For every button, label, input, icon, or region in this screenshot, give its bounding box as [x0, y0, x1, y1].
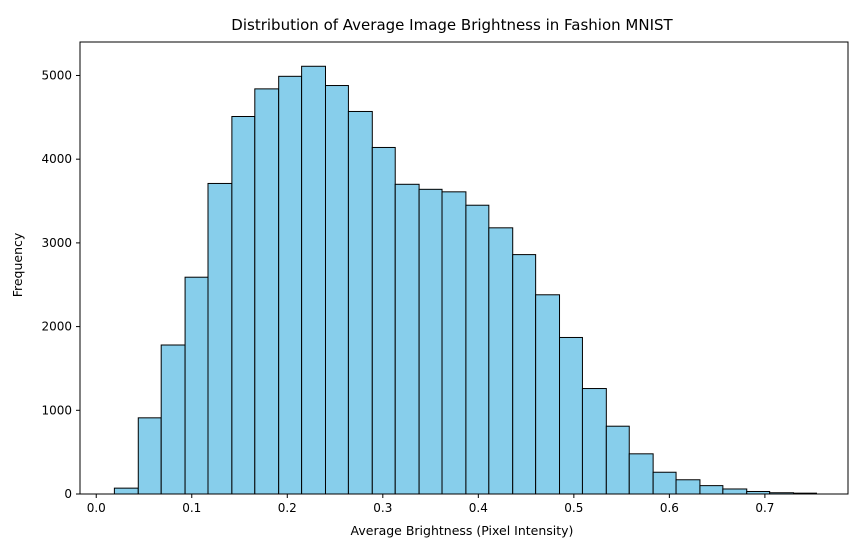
y-tick-label: 3000 — [41, 236, 72, 250]
histogram-bar-9 — [324, 85, 349, 495]
histogram-bar-2 — [160, 344, 186, 495]
x-tick-label: 0.7 — [755, 501, 774, 515]
x-tick-label: 0.0 — [87, 501, 106, 515]
x-tick-label: 0.3 — [373, 501, 392, 515]
histogram-bar-23 — [652, 471, 677, 495]
histogram-bar-1 — [137, 417, 162, 495]
y-tick-label: 5000 — [41, 68, 72, 82]
histogram-bar-3 — [184, 276, 209, 495]
y-axis-ticks: 0 1000 2000 3000 4000 5000 — [41, 68, 80, 501]
histogram-bar-24 — [675, 479, 701, 495]
histogram-bar-10 — [347, 110, 373, 495]
plot-frame — [79, 41, 849, 495]
histogram-bar-7 — [278, 75, 303, 495]
y-tick-label: 2000 — [41, 320, 72, 334]
histogram-bar-8 — [301, 65, 326, 495]
histogram-bar-6 — [254, 88, 280, 495]
histogram-bar-17 — [512, 254, 537, 495]
histogram-bar-26 — [722, 488, 748, 495]
x-tick-label: 0.4 — [469, 501, 488, 515]
histogram-bar-12 — [394, 183, 420, 495]
x-axis-ticks: 0.0 0.1 0.2 0.3 0.4 0.5 0.6 0.7 — [87, 494, 774, 515]
chart-title: Distribution of Average Image Brightness… — [231, 16, 673, 34]
y-tick-label: 1000 — [41, 403, 72, 417]
histogram-bar-15 — [465, 204, 490, 495]
histogram-bar-19 — [559, 336, 583, 495]
x-tick-label: 0.5 — [564, 501, 583, 515]
x-axis-label: Average Brightness (Pixel Intensity) — [351, 523, 574, 538]
x-tick-label: 0.1 — [182, 501, 201, 515]
y-tick-label: 0 — [64, 487, 72, 501]
y-axis-label: Frequency — [10, 232, 25, 297]
histogram-bar-5 — [231, 115, 256, 495]
histogram-bar-20 — [581, 388, 607, 495]
histogram-bar-0 — [113, 487, 139, 495]
histogram-bar-13 — [418, 188, 443, 495]
histogram-bar-21 — [605, 425, 630, 495]
x-tick-label: 0.6 — [660, 501, 679, 515]
y-tick-label: 4000 — [41, 152, 72, 166]
histogram-bar-11 — [371, 146, 396, 495]
x-tick-label: 0.2 — [278, 501, 297, 515]
histogram-bar-25 — [699, 485, 724, 495]
bars-group — [113, 65, 817, 495]
histogram-bar-22 — [628, 453, 654, 495]
histogram-bar-14 — [441, 191, 467, 495]
histogram-bar-16 — [488, 227, 514, 495]
histogram-bar-18 — [535, 294, 561, 495]
histogram-bar-4 — [207, 182, 233, 495]
